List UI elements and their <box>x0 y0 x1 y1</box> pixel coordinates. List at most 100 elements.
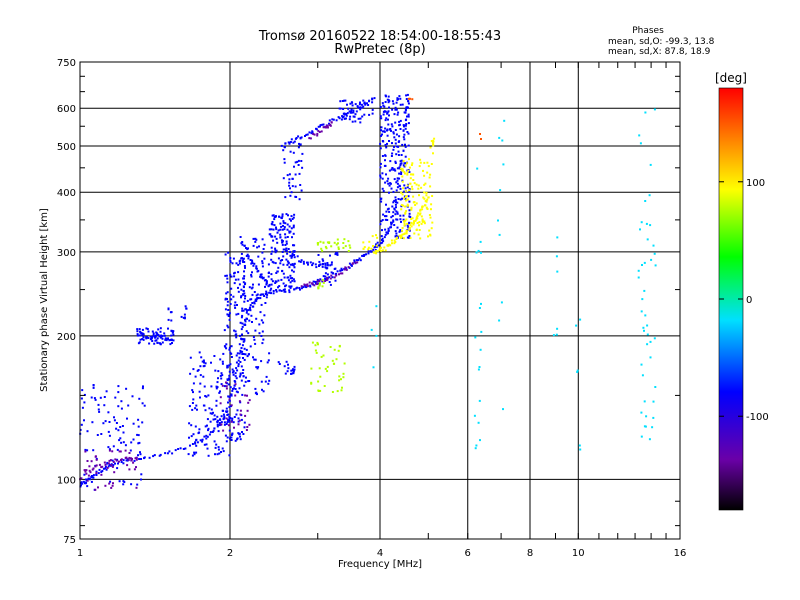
data-point <box>408 190 411 193</box>
data-point <box>398 95 401 98</box>
data-point <box>407 226 410 229</box>
data-point <box>275 237 278 240</box>
data-point <box>244 394 247 397</box>
data-point <box>277 229 280 232</box>
data-point <box>374 252 377 254</box>
data-point <box>137 442 140 445</box>
data-point <box>231 432 234 435</box>
data-point <box>293 140 296 143</box>
data-point <box>362 255 365 257</box>
data-point <box>194 425 197 428</box>
data-point <box>400 204 403 207</box>
data-point <box>169 343 172 346</box>
data-point <box>356 106 359 109</box>
data-point <box>478 307 481 309</box>
data-point <box>300 136 303 139</box>
data-point <box>418 224 420 227</box>
data-point <box>290 369 293 372</box>
data-point <box>245 311 248 314</box>
data-point <box>234 333 237 336</box>
data-point <box>390 187 393 190</box>
data-point <box>240 252 243 255</box>
data-point <box>195 404 198 407</box>
data-point <box>212 429 215 432</box>
data-point <box>336 238 339 241</box>
data-point <box>225 423 228 425</box>
data-point <box>119 450 122 453</box>
data-point <box>333 348 336 351</box>
data-point <box>354 113 357 116</box>
data-point <box>229 293 232 296</box>
data-point <box>272 290 275 292</box>
data-point <box>316 134 319 137</box>
data-point <box>478 399 481 402</box>
data-point <box>307 263 309 266</box>
data-point <box>408 188 411 191</box>
data-point <box>404 190 407 193</box>
data-point <box>399 218 402 221</box>
data-point <box>300 189 303 192</box>
data-point <box>148 456 151 459</box>
data-point <box>120 441 123 444</box>
data-point <box>95 464 98 467</box>
data-point <box>313 284 316 287</box>
data-point <box>253 338 256 341</box>
data-point <box>395 145 398 148</box>
data-point <box>138 397 141 400</box>
data-point <box>135 458 138 461</box>
data-point <box>143 456 146 459</box>
data-point <box>231 417 234 420</box>
data-point <box>281 269 284 272</box>
data-point <box>251 321 253 323</box>
data-point <box>430 208 432 211</box>
data-point <box>126 464 129 467</box>
data-point <box>403 197 406 200</box>
data-point <box>228 318 231 321</box>
data-point <box>427 165 430 168</box>
data-point <box>649 340 652 343</box>
data-point <box>388 106 390 109</box>
data-point <box>281 213 284 216</box>
data-point <box>279 228 282 231</box>
data-point <box>198 351 201 354</box>
data-point <box>210 408 213 411</box>
data-point <box>111 450 114 453</box>
data-point <box>380 129 383 132</box>
data-point <box>423 197 426 200</box>
data-point <box>289 263 292 266</box>
data-point <box>238 356 241 359</box>
data-point <box>405 118 408 121</box>
data-point <box>335 119 338 122</box>
data-point <box>92 474 95 477</box>
data-point <box>168 450 171 453</box>
data-point <box>108 421 111 423</box>
data-point <box>286 263 289 266</box>
data-point <box>211 431 214 433</box>
data-point <box>109 459 112 462</box>
data-point <box>366 102 368 105</box>
data-point <box>107 446 110 449</box>
data-point <box>384 228 387 231</box>
data-point <box>375 243 377 246</box>
data-point <box>282 224 284 227</box>
data-point <box>208 407 211 410</box>
data-point <box>274 235 277 238</box>
data-point <box>382 140 385 143</box>
data-point <box>132 422 135 425</box>
data-point <box>203 435 206 438</box>
data-point <box>300 287 303 290</box>
data-point <box>284 236 287 239</box>
data-point <box>145 336 148 339</box>
data-point <box>119 426 122 428</box>
data-point <box>133 459 136 462</box>
data-point <box>399 103 402 106</box>
data-point <box>194 407 197 410</box>
data-point <box>396 201 399 204</box>
data-point <box>293 250 296 253</box>
data-point <box>271 280 274 283</box>
data-point <box>94 455 97 458</box>
data-point <box>292 270 295 273</box>
data-point <box>233 275 236 278</box>
data-point <box>291 277 294 280</box>
data-point <box>578 444 581 447</box>
